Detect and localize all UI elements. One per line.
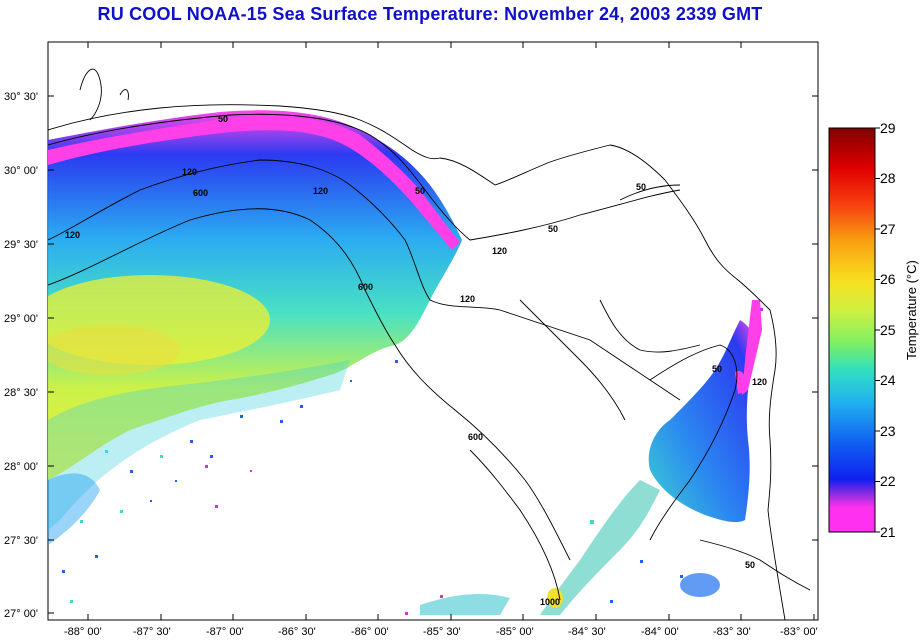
lon-tick-label: -86° 30' [278,626,316,638]
contour-label: 600 [468,432,483,442]
colorbar: 29 28 27 26 25 24 23 22 21 Temperature (… [828,120,919,540]
colorbar-tick-label: 21 [880,524,896,540]
latitude-axis: 30° 30' 30° 00' 29° 30' 29° 00' 28° 30' … [4,91,818,620]
contour-label: 50 [548,224,558,234]
longitude-axis: -88° 00' -87° 30' -87° 00' -86° 30' -86°… [64,42,818,638]
contour-labels: 50 120 600 120 50 120 600 120 50 120 600… [65,114,767,607]
colorbar-title: Temperature (°C) [904,260,919,360]
colorbar-tick-label: 23 [880,423,896,439]
lon-tick-label: -87° 30' [133,626,171,638]
lat-tick-label: 30° 00' [4,165,38,177]
lat-tick-label: 27° 30' [4,535,38,547]
colorbar-tick-label: 24 [880,372,896,388]
lat-tick-label: 29° 00' [4,313,38,325]
lon-tick-label: -84° 00' [641,626,679,638]
contour-label: 120 [460,294,475,304]
colorbar-tick-label: 27 [880,221,896,237]
lat-tick-label: 28° 30' [4,387,38,399]
colorbar-tick-label: 26 [880,271,896,287]
lon-tick-label: -86° 00' [351,626,389,638]
colorbar-tick-label: 28 [880,170,896,186]
lon-tick-label: -85° 30' [423,626,461,638]
contour-label: 50 [218,114,228,124]
contour-label: 600 [193,188,208,198]
contour-label: 120 [313,186,328,196]
lon-tick-label: -83° 00' [780,626,818,638]
contour-label: 120 [492,246,507,256]
colorbar-tick-label: 25 [880,322,896,338]
lat-tick-label: 28° 00' [4,461,38,473]
colorbar-tick-label: 22 [880,473,896,489]
lon-tick-label: -87° 00' [206,626,244,638]
sst-field [48,110,763,615]
lon-tick-label: -88° 00' [64,626,102,638]
lon-tick-label: -85° 00' [496,626,534,638]
contour-label: 50 [636,182,646,192]
lat-tick-label: 30° 30' [4,91,38,103]
contour-label: 600 [358,282,373,292]
contour-label: 120 [65,230,80,240]
contour-label: 50 [745,560,755,570]
contour-label: 1000 [540,597,560,607]
colorbar-tick-label: 29 [880,120,896,136]
contour-label: 50 [415,186,425,196]
lon-tick-label: -84° 30' [568,626,606,638]
map-title: RU COOL NOAA-15 Sea Surface Temperature:… [97,4,763,24]
colorbar-gradient [828,127,876,533]
bathymetry-contours [48,68,811,620]
contour-label: 50 [712,364,722,374]
contour-label: 120 [752,377,767,387]
lon-tick-label: -83° 30' [713,626,751,638]
lat-tick-label: 27° 00' [4,608,38,620]
lat-tick-label: 29° 30' [4,239,38,251]
contour-label: 120 [182,167,197,177]
